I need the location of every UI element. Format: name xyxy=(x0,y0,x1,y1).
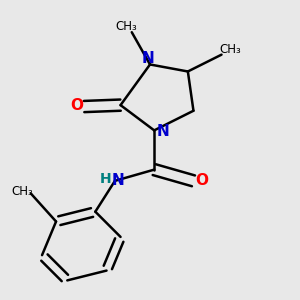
Text: CH₃: CH₃ xyxy=(219,43,241,56)
Text: CH₃: CH₃ xyxy=(115,20,137,33)
Text: O: O xyxy=(195,173,208,188)
Text: N: N xyxy=(141,51,154,66)
Text: N: N xyxy=(111,173,124,188)
Text: H: H xyxy=(100,172,112,186)
Text: O: O xyxy=(70,98,84,112)
Text: N: N xyxy=(156,124,169,139)
Text: CH₃: CH₃ xyxy=(11,185,33,198)
